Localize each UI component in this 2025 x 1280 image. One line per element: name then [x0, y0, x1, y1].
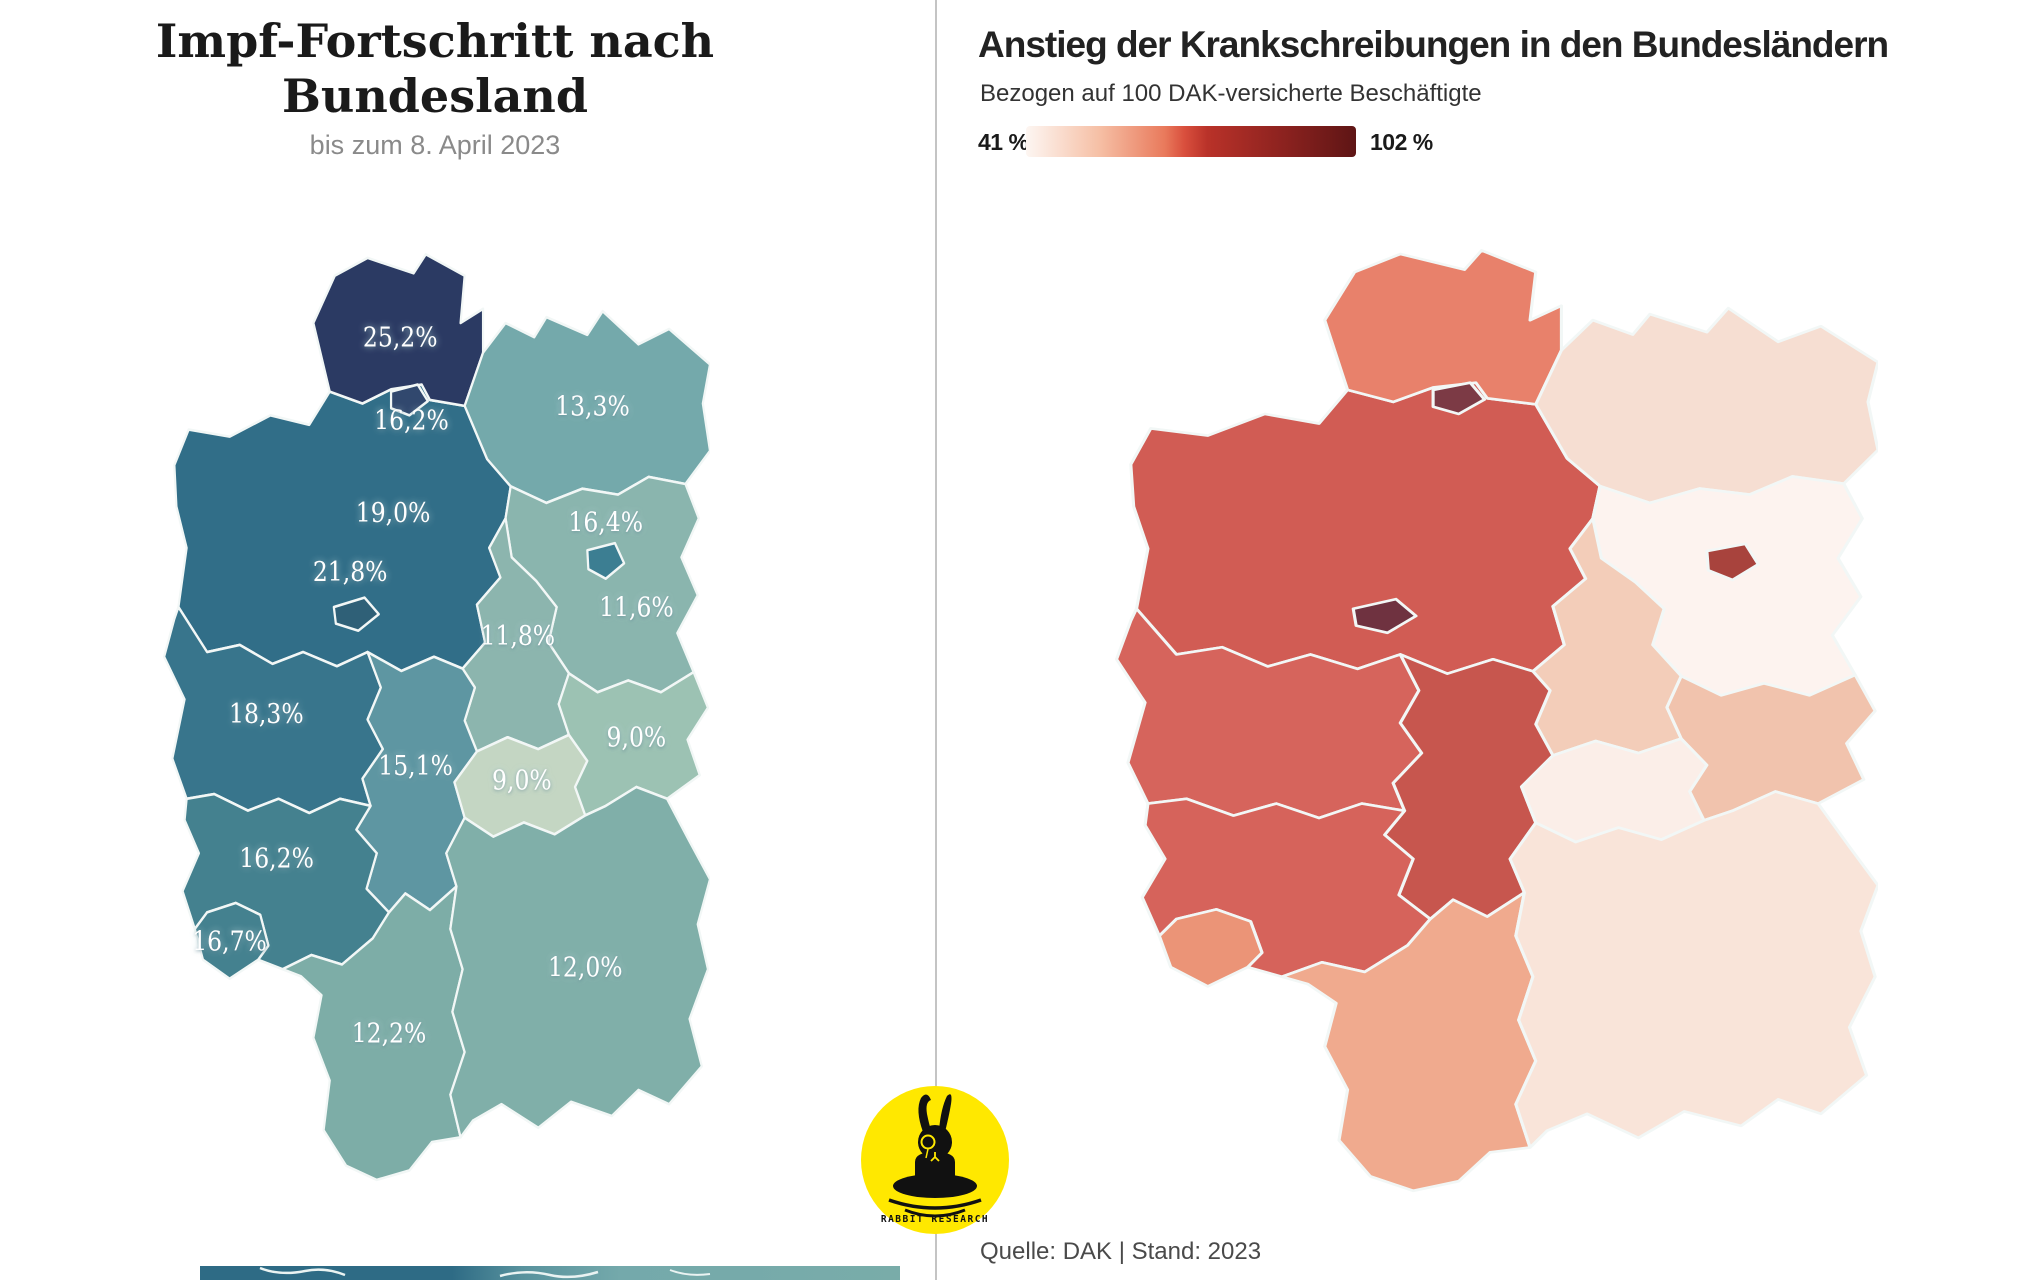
- legend-min-label: 41 %: [978, 129, 1029, 155]
- state-niedersachsen: [173, 383, 512, 673]
- value-label-hh: 16,2%: [374, 404, 449, 436]
- value-label-sn: 9,0%: [607, 721, 667, 753]
- value-label-by: 12,0%: [548, 951, 623, 983]
- value-label-st: 11,8%: [480, 619, 555, 651]
- left-map-subtitle: bis zum 8. April 2023: [309, 130, 561, 160]
- state-berlin: [1705, 542, 1760, 582]
- state-berlin: [586, 541, 626, 580]
- value-label-ni: 19,0%: [356, 496, 431, 528]
- right-map-title: Anstieg der Krankschreibungen in den Bun…: [978, 24, 1889, 65]
- state-bayern: [445, 785, 710, 1139]
- cutoff-next-graphic-strip: [200, 1266, 900, 1280]
- state-schleswig-holstein: [1323, 249, 1564, 406]
- source-note: Quelle: DAK | Stand: 2023: [980, 1238, 1262, 1265]
- rabbit-icon: [888, 1094, 982, 1218]
- state-mecklenburg-vorpommern: [1534, 306, 1878, 505]
- rabbit-research-logo: RABBIT RESEARCH: [861, 1086, 1009, 1234]
- value-label-nw: 18,3%: [229, 697, 304, 729]
- vaccination-choropleth-map: 19,0% 25,2% 13,3% 11,6% 11,8% 18,3% 15,1% 9,0% 9…: [163, 253, 710, 1182]
- value-label-sh: 25,2%: [363, 321, 438, 353]
- state-bayern: [1508, 790, 1878, 1149]
- value-label-bw: 12,2%: [352, 1017, 427, 1049]
- state-saarland: [1157, 908, 1264, 988]
- panel-divider: [935, 0, 937, 1280]
- value-label-hb: 21,8%: [313, 555, 388, 587]
- logo-text: RABBIT RESEARCH: [881, 1214, 989, 1225]
- state-saarland: [193, 901, 270, 980]
- monocle-icon: [920, 1134, 936, 1150]
- left-map-title: Impf-Fortschritt nach Bundesland: [155, 14, 715, 124]
- state-niedersachsen: [1129, 381, 1602, 676]
- legend-max-label: 102 %: [1370, 129, 1433, 155]
- value-label-mv: 13,3%: [555, 390, 630, 422]
- sick-leave-choropleth-map: [1114, 249, 1878, 1193]
- value-label-rp: 16,2%: [239, 842, 314, 874]
- value-label-bb: 11,6%: [599, 591, 674, 623]
- state-hamburg: [1431, 381, 1487, 416]
- value-label-he: 15,1%: [378, 749, 453, 781]
- state-bremen: [1351, 597, 1418, 635]
- value-label-be: 16,4%: [568, 506, 643, 538]
- legend-gradient-bar: [1026, 126, 1356, 157]
- state-hamburg: [389, 383, 429, 417]
- value-label-sl: 16,7%: [192, 925, 267, 957]
- right-map-subtitle: Bezogen auf 100 DAK-versicherte Beschäft…: [980, 80, 1482, 107]
- state-bremen: [332, 596, 380, 633]
- value-label-th: 9,0%: [492, 764, 552, 796]
